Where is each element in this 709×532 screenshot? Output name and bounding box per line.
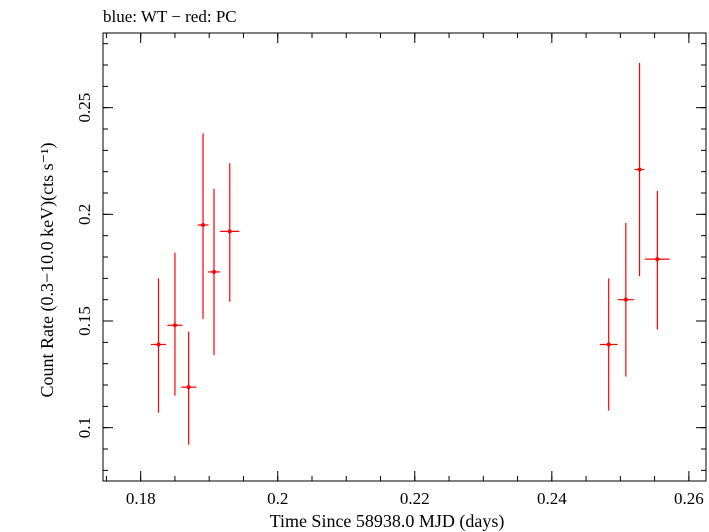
data-point [167,252,183,396]
data-point [220,163,240,302]
chart-title: blue: WT − red: PC [103,7,237,26]
data-point [634,62,645,277]
x-tick-label: 0.2 [267,489,288,508]
y-tick-label: 0.2 [75,204,94,225]
point-marker [637,167,642,172]
point-marker [212,269,217,274]
point-marker [227,229,232,234]
point-marker [201,223,206,227]
data-point [617,222,635,377]
data-points [150,62,670,445]
data-point [645,190,670,330]
x-tick-label: 0.22 [400,489,430,508]
data-point [599,278,618,411]
point-marker [623,297,628,302]
axis-ticks [103,33,706,481]
point-marker [172,323,177,328]
x-axis-label: Time Since 58938.0 MJD (days) [270,511,505,532]
y-tick-label: 0.1 [75,417,94,438]
data-point [207,188,221,356]
tick-labels: 0.18 0.2 0.22 0.24 0.26 0.1 0.15 0.2 0.25 [75,93,704,508]
x-tick-label: 0.18 [126,489,156,508]
point-marker [655,257,660,262]
data-point [181,331,197,445]
data-point [150,278,167,413]
x-tick-label: 0.26 [674,489,704,508]
point-marker [606,342,611,347]
plot-frame [102,32,707,482]
y-tick-label: 0.15 [75,306,94,336]
y-tick-label: 0.25 [75,93,94,123]
data-point [197,133,209,319]
x-tick-label: 0.24 [537,489,567,508]
point-marker [156,342,161,347]
point-marker [186,385,191,390]
y-axis-label: Count Rate (0.3−10.0 keV)(cts s⁻¹) [37,142,58,397]
